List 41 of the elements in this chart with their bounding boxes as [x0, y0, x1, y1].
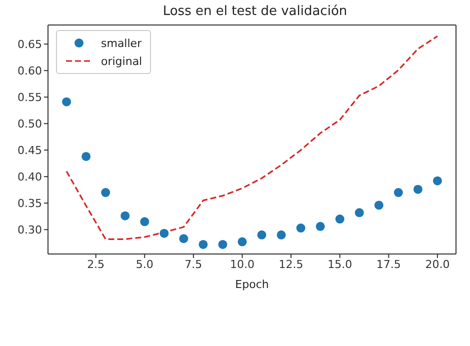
point [140, 217, 150, 226]
point [394, 188, 403, 198]
point [101, 188, 110, 198]
x-tick-label: 12.5 [278, 258, 304, 271]
point [335, 214, 344, 224]
x-tick-label: 2.5 [87, 258, 105, 271]
x-axis-title: Epoch [235, 278, 269, 291]
point [62, 97, 72, 106]
chart-title: Loss en el test de validación [162, 4, 348, 19]
point [198, 240, 208, 249]
point [296, 224, 306, 233]
point [413, 184, 422, 194]
x-tick-label: 17.5 [376, 258, 401, 271]
x-tick-label: 20.0 [425, 258, 450, 271]
x-tick-label: 10.0 [230, 258, 254, 271]
point [82, 152, 91, 161]
y-tick-label: 0.45 [18, 144, 42, 158]
point [316, 222, 325, 231]
y-tick-label: 0.65 [18, 38, 42, 51]
legend-label: smaller [101, 36, 142, 50]
line-series [66, 35, 438, 240]
point [218, 240, 228, 249]
x-tick-label: 15.0 [328, 258, 352, 271]
point [120, 211, 130, 220]
y-tick-label: 0.50 [18, 118, 42, 130]
point [374, 200, 384, 210]
legend-label: original [101, 54, 142, 68]
point [257, 230, 266, 240]
point [238, 237, 247, 246]
y-tick-label: 0.55 [18, 91, 42, 104]
y-tick-label: 0.60 [18, 64, 42, 78]
y-tick-label: 0.30 [18, 224, 42, 237]
point [179, 234, 188, 244]
point [276, 230, 286, 240]
x-tick-label: 7.5 [184, 258, 202, 271]
y-tick-label: 0.35 [18, 197, 42, 210]
y-tick-label: 0.40 [18, 170, 42, 184]
point [354, 208, 364, 218]
x-tick-label: 5.0 [136, 258, 154, 271]
point [432, 176, 442, 186]
point [160, 228, 169, 238]
